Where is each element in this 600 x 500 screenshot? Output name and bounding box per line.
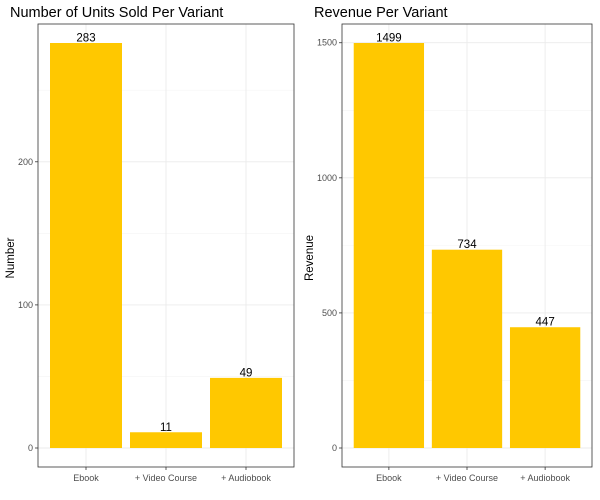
x-tick-label: + Video Course (436, 473, 498, 483)
x-tick-label: + Video Course (135, 473, 197, 483)
bars (353, 43, 581, 448)
y-tick-label: 500 (322, 308, 337, 318)
data-label: 447 (536, 317, 555, 329)
x-tick-label: + Audiobook (520, 473, 570, 483)
chart-title: Revenue Per Variant (314, 5, 448, 21)
axes: 0 500 1000 1500 Ebook + Video Course + Audiobo… (317, 23, 593, 483)
bar (210, 377, 282, 448)
y-axis-title: Revenue (304, 235, 316, 281)
x-tick-label: Ebook (376, 473, 402, 483)
data-label: 734 (457, 239, 477, 251)
x-tick-label: + Audiobook (221, 473, 271, 483)
x-tick-label: Ebook (73, 473, 99, 483)
bar (130, 432, 202, 448)
bars (50, 43, 282, 448)
data-labels: 283 11 49 (76, 33, 252, 434)
data-label: 49 (240, 367, 253, 379)
bar (353, 43, 425, 448)
chart-title: Number of Units Sold Per Variant (10, 5, 223, 21)
bar (509, 327, 581, 448)
data-labels: 1499 734 447 (376, 33, 555, 329)
y-tick-label: 1000 (317, 173, 337, 183)
data-label: 283 (76, 33, 95, 45)
bar (431, 249, 503, 448)
units-sold-chart: Number of Units Sold Per Variant Number … (5, 5, 295, 483)
y-tick-label: 100 (18, 300, 33, 310)
y-tick-label: 1500 (317, 38, 337, 48)
revenue-chart: Revenue Per Variant Revenue 1499 734 447 0… (304, 5, 593, 483)
y-tick-label: 0 (332, 443, 337, 453)
y-tick-label: 0 (28, 443, 33, 453)
y-axis-title: Number (5, 237, 17, 278)
y-tick-label: 200 (18, 157, 33, 167)
data-label: 1499 (376, 33, 402, 45)
data-label: 11 (160, 422, 172, 434)
axes: 0 100 200 Ebook + Video Course + Audiobook (18, 23, 295, 483)
bar (50, 43, 122, 448)
